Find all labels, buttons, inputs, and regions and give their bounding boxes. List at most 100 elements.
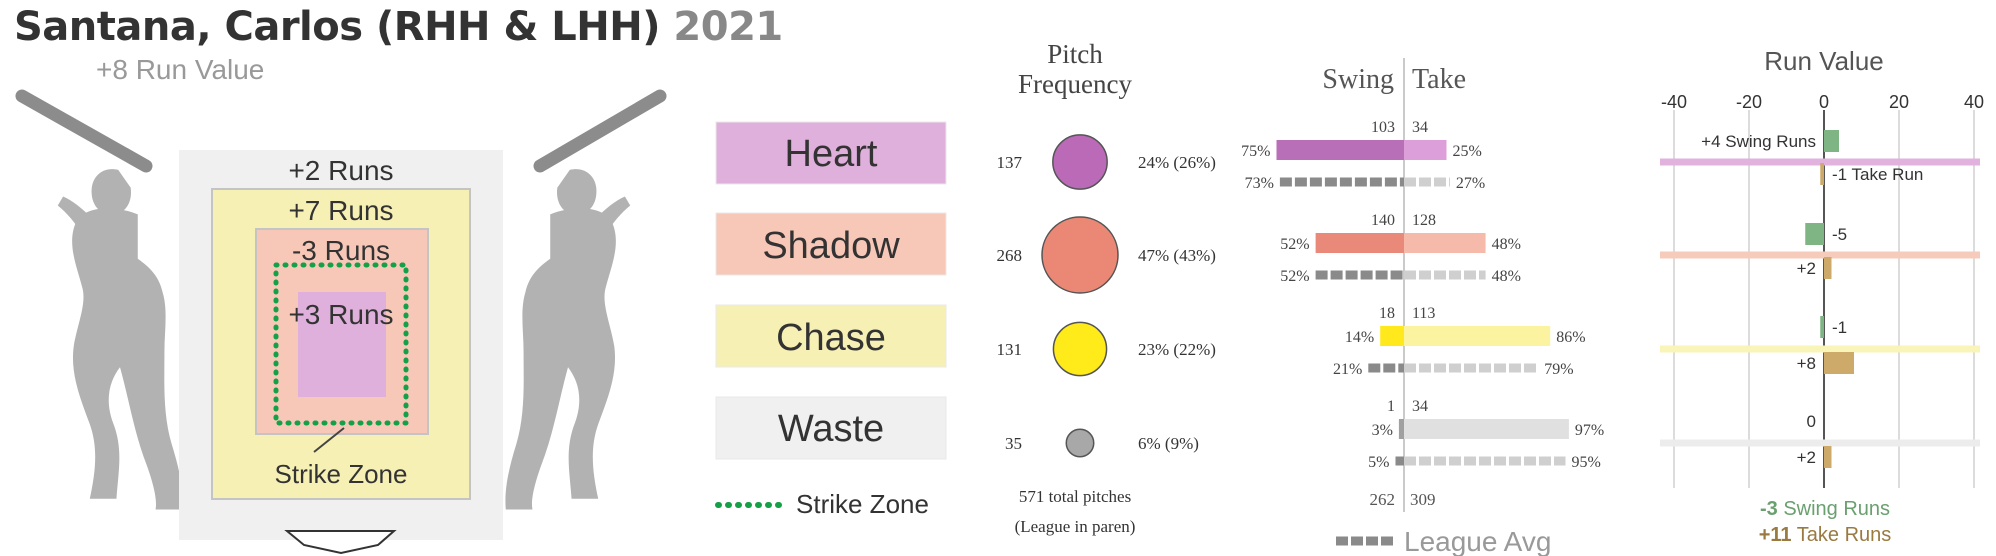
shadow-league-swing-pct: 52%: [1280, 268, 1309, 285]
right-batter-silhouette: [505, 89, 667, 510]
heart-take-run-bar: [1820, 163, 1824, 185]
run-value-tick-label: 20: [1889, 92, 1909, 112]
strike-zone-outline: [273, 262, 409, 426]
chase-swing-run-bar: [1820, 316, 1824, 338]
run-value-tick-label: 40: [1964, 92, 1984, 112]
waste-take-count: 34: [1412, 398, 1428, 415]
chase-frequency-circle: [1052, 321, 1108, 377]
swing-title: Swing: [1322, 64, 1394, 95]
player-name: Santana, Carlos (RHH & LHH): [14, 4, 660, 50]
heart-pitch-pct: 24% (26%): [1138, 153, 1216, 172]
waste-zone-band: [1660, 439, 1980, 447]
legend-heart-label: Heart: [785, 133, 878, 175]
heart-take-pct: 25%: [1453, 143, 1482, 160]
shadow-zone-band: [1660, 251, 1980, 259]
league-note-label: (League in paren): [1015, 517, 1136, 536]
shadow-frequency-circle: [1041, 216, 1119, 294]
legend-waste-box: [715, 396, 947, 460]
league-avg-label: League Avg: [1404, 526, 1551, 556]
heart-take-bar: [1404, 140, 1447, 160]
chase-league-swing-pct: 21%: [1333, 361, 1362, 378]
legend-strike-zone-label: Strike Zone: [796, 489, 929, 519]
strike-zone-label: Strike Zone: [275, 459, 408, 489]
shadow-pitch-pct: 47% (43%): [1138, 246, 1216, 265]
frequency-title-line1: Pitch: [1047, 39, 1103, 69]
chase-take-count: 113: [1412, 305, 1435, 322]
run-value-title: Run Value: [1764, 46, 1884, 76]
shadow-swing-count: 140: [1371, 212, 1395, 229]
chase-swing-bar: [1380, 326, 1404, 346]
run-value-subtitle: +8 Run Value: [96, 54, 265, 85]
shadow-league-take-pct: 48%: [1492, 268, 1521, 285]
swing-total: 262: [1370, 490, 1396, 509]
waste-pitch-pct: 6% (9%): [1138, 434, 1199, 453]
total-pitches-label: 571 total pitches: [1019, 487, 1131, 506]
chase-swing-pct: 14%: [1345, 329, 1374, 346]
shadow-runs-label: -3 Runs: [292, 235, 390, 266]
home-plate: [284, 530, 397, 555]
waste-frequency-circle: [1065, 428, 1095, 458]
season-year: 2021: [673, 4, 783, 50]
heart-swing-run-bar: [1824, 130, 1839, 152]
heart-league-swing-pct: 73%: [1245, 175, 1274, 192]
heart-swing-count: 103: [1371, 119, 1395, 136]
legend-chase-label: Chase: [776, 317, 886, 359]
swing-runs-summary: -3 Swing Runs: [1760, 498, 1890, 520]
heart-zone: [298, 292, 386, 397]
shadow-take-run-bar: [1824, 257, 1832, 279]
swing-take-panel: Swing Take 262 309 League Avg 103 34 75% 25…: [1241, 58, 1604, 556]
heart-league-take-pct: 27%: [1456, 175, 1485, 192]
waste-swing-bar: [1398, 419, 1404, 439]
take-title: Take: [1412, 64, 1466, 95]
heart-take-run-label: -1 Take Run: [1832, 165, 1923, 184]
frequency-title-line2: Frequency: [1018, 69, 1132, 99]
heart-runs-label: +3 Runs: [288, 299, 393, 330]
left-batter-silhouette: [15, 89, 183, 510]
strike-zone-pointer: [313, 427, 345, 453]
run-value-tick-label: 0: [1819, 92, 1829, 112]
shadow-take-bar: [1404, 233, 1486, 253]
run-value-tick-label: -40: [1661, 92, 1687, 112]
chase-take-pct: 86%: [1556, 329, 1585, 346]
chase-pitch-count: 131: [997, 340, 1023, 359]
chase-take-bar: [1404, 326, 1551, 346]
chase-swing-count: 18: [1379, 305, 1395, 322]
heart-pitch-count: 137: [997, 153, 1023, 172]
swing-runs-label: Swing Runs: [1783, 498, 1890, 520]
heart-zone-band: [1660, 158, 1980, 166]
waste-take-run-label: +2: [1797, 448, 1816, 467]
legend-shadow-label: Shadow: [762, 225, 900, 267]
take-runs-summary: +11 Take Runs: [1759, 524, 1892, 546]
waste-take-pct: 97%: [1575, 422, 1604, 439]
chase-league-take-pct: 79%: [1544, 361, 1573, 378]
pitch-frequency-panel: Pitch Frequency 571 total pitches (Leagu…: [997, 39, 1216, 536]
page-title: Santana, Carlos (RHH & LHH) 2021: [14, 4, 783, 50]
chase-zone-band: [1660, 345, 1980, 353]
waste-swing-pct: 3%: [1372, 422, 1393, 439]
zone-legend: Heart Shadow Chase Waste Strike Zone: [715, 121, 947, 519]
shadow-take-count: 128: [1412, 212, 1436, 229]
chase-take-run-bar: [1824, 352, 1854, 374]
shadow-swing-bar: [1315, 233, 1404, 253]
run-value-tick-label: -20: [1736, 92, 1762, 112]
waste-swing-count: 1: [1387, 398, 1395, 415]
heart-swing-pct: 75%: [1241, 143, 1270, 160]
legend-heart-box: [715, 121, 947, 185]
waste-runs-label: +2 Runs: [288, 155, 393, 186]
shadow-swing-run-label: -5: [1832, 225, 1847, 244]
shadow-swing-run-bar: [1805, 223, 1824, 245]
legend-chase-box: [715, 304, 947, 368]
shadow-take-run-label: +2: [1797, 259, 1816, 278]
swing-runs-value: -3: [1760, 498, 1778, 520]
heart-swing-run-label: +4 Swing Runs: [1701, 132, 1816, 151]
waste-pitch-count: 35: [1005, 434, 1022, 453]
waste-swing-run-label: 0: [1807, 412, 1816, 431]
legend-shadow-box: [715, 212, 947, 276]
take-runs-value: +11: [1759, 524, 1792, 546]
heart-swing-bar: [1276, 140, 1404, 160]
take-runs-label: Take Runs: [1797, 524, 1892, 546]
shadow-swing-pct: 52%: [1280, 236, 1309, 253]
waste-league-swing-pct: 5%: [1368, 454, 1389, 471]
waste-league-take-pct: 95%: [1572, 454, 1601, 471]
